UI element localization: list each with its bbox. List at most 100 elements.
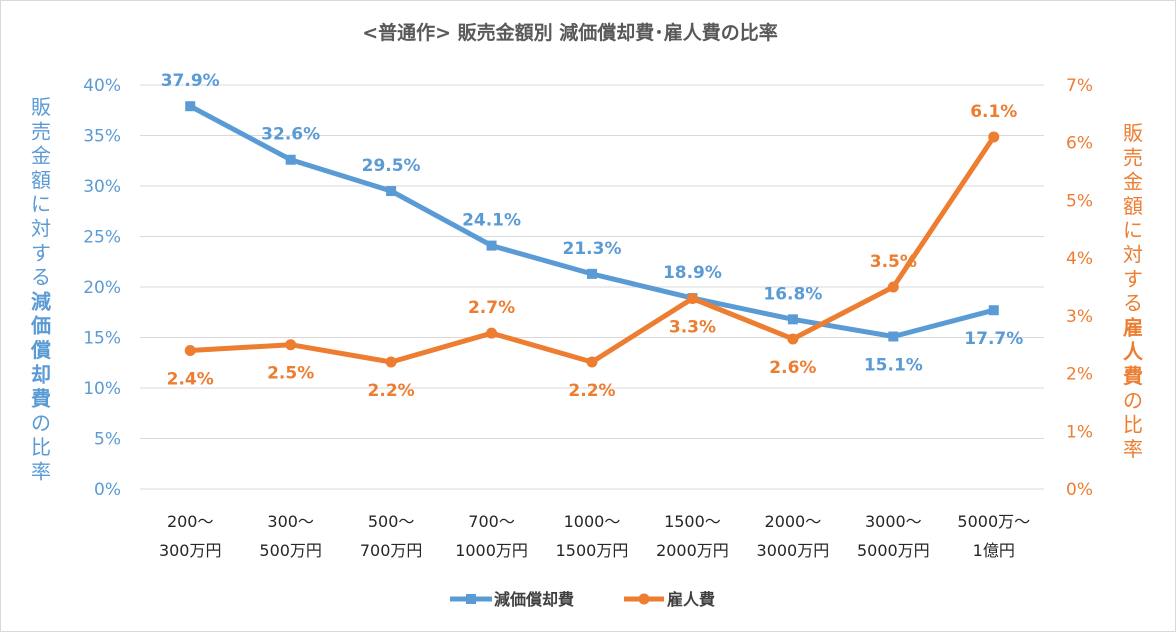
chart-title: <普通作> 販売金額別 減価償却費･雇人費の比率 xyxy=(362,21,778,44)
y-right-tick-label: 0% xyxy=(1066,480,1093,500)
x-category-label: 1000～ xyxy=(564,512,621,531)
data-point-square xyxy=(587,268,597,279)
y-right-ticks: 0% 1% 2% 3% 4% 5% 6% 7% xyxy=(1066,76,1093,500)
axis-title-char: る xyxy=(1123,291,1143,315)
data-label: 24.1% xyxy=(462,211,521,231)
axis-title-char: 金 xyxy=(1123,170,1143,194)
y-left-ticks: 0% 5% 10% 15% 20% 25% 30% 35% 40% xyxy=(83,76,121,500)
x-categories: 200～ 300万円 300～ 500万円 500～ 700万円 700～ 1000万円 100… xyxy=(159,512,1030,560)
axis-title-char: る xyxy=(31,265,51,289)
axis-title-char: 費 xyxy=(1123,364,1143,388)
data-point-square xyxy=(988,305,999,316)
data-point-circle xyxy=(586,356,598,368)
axis-title-char: す xyxy=(1123,267,1143,291)
y-right-tick-label: 5% xyxy=(1066,191,1093,211)
x-category-label: 2000万円 xyxy=(656,541,729,560)
x-category-label: 3000～ xyxy=(865,512,922,531)
legend: 減価償却費 雇人費 xyxy=(450,590,715,609)
axis-title-char: に xyxy=(31,192,51,216)
y-left-tick-label: 30% xyxy=(83,177,121,197)
y-left-tick-label: 35% xyxy=(83,127,121,147)
axis-title-char: 金 xyxy=(31,144,51,168)
x-category-label: 500～ xyxy=(368,512,415,531)
x-category-label: 500万円 xyxy=(259,541,322,560)
x-category-label: 1000万円 xyxy=(455,541,528,560)
data-label: 3.5% xyxy=(870,252,917,272)
data-point-circle xyxy=(184,344,196,356)
legend-label-1: 減価償却費 xyxy=(494,590,574,609)
axis-title-char: 販 xyxy=(1123,121,1143,145)
legend-label-2: 雇人費 xyxy=(667,590,715,609)
legend-marker-square xyxy=(466,594,476,604)
axis-title-char: 売 xyxy=(1123,145,1143,169)
x-category-label: 300万円 xyxy=(159,541,222,560)
y-right-tick-label: 2% xyxy=(1066,365,1093,385)
axis-title-char: 率 xyxy=(31,460,51,484)
axis-title-char: す xyxy=(31,241,51,265)
y-left-tick-label: 5% xyxy=(94,430,121,450)
y-right-tick-label: 4% xyxy=(1066,249,1093,269)
gridlines xyxy=(140,84,1044,490)
x-category-label: 3000万円 xyxy=(757,541,830,560)
x-category-label: 1500万円 xyxy=(556,541,629,560)
x-category-label: 300～ xyxy=(267,512,314,531)
axis-title-char: 比 xyxy=(31,435,51,459)
y-left-tick-label: 15% xyxy=(83,329,121,349)
data-point-circle xyxy=(787,333,799,345)
axis-title-char: の xyxy=(31,411,51,435)
axis-title-char: に xyxy=(1123,218,1143,242)
axis-title-char: 額 xyxy=(1123,194,1143,218)
data-label: 2.2% xyxy=(568,381,615,401)
axis-title-char: 売 xyxy=(31,119,51,143)
data-point-circle xyxy=(988,131,1000,143)
data-label: 32.6% xyxy=(261,125,320,145)
axis-title-char: 償 xyxy=(30,338,52,362)
data-label: 2.7% xyxy=(468,298,515,318)
data-label: 16.8% xyxy=(763,284,822,304)
y-left-tick-label: 0% xyxy=(94,480,121,500)
axis-title-char: 販 xyxy=(31,95,51,119)
data-label: 17.7% xyxy=(964,329,1023,349)
data-point-circle xyxy=(486,327,498,339)
data-point-square xyxy=(486,240,497,251)
data-label: 2.2% xyxy=(368,381,415,401)
y-right-tick-label: 1% xyxy=(1066,422,1093,442)
data-labels: 37.9% 32.6% 29.5% 24.1% 21.3% 18.9% 16.8% 15.1%… xyxy=(161,71,1024,401)
axis-title-text: 販売金額に対する減価償却費の比率 xyxy=(30,95,52,484)
x-category-label: 700万円 xyxy=(360,541,423,560)
y-left-tick-label: 10% xyxy=(83,379,121,399)
axis-title-char: 費 xyxy=(31,387,51,411)
x-category-label: 700～ xyxy=(468,512,515,531)
data-point-circle xyxy=(385,356,397,368)
data-point-square xyxy=(787,314,798,325)
axis-title-char: の xyxy=(1123,388,1143,412)
data-label: 37.9% xyxy=(161,71,220,91)
data-label: 6.1% xyxy=(970,102,1017,122)
axis-title-char: 比 xyxy=(1123,413,1143,437)
data-label: 3.3% xyxy=(669,318,716,338)
axis-title-char: 率 xyxy=(1123,437,1143,461)
axis-title-char: 額 xyxy=(31,168,51,192)
y-right-tick-label: 6% xyxy=(1066,134,1093,154)
x-category-label: 5000万円 xyxy=(857,541,930,560)
y-left-axis-title: 販売金額に対する減価償却費の比率 xyxy=(30,95,52,484)
x-category-label: 2000～ xyxy=(765,512,822,531)
axis-title-char: 対 xyxy=(31,217,51,241)
axis-title-text: 販売金額に対する雇人費の比率 xyxy=(1123,121,1144,461)
y-right-tick-label: 7% xyxy=(1066,76,1093,96)
data-point-circle xyxy=(887,281,899,293)
data-label: 2.6% xyxy=(769,358,816,378)
data-point-circle xyxy=(285,339,297,351)
data-point-square xyxy=(888,331,899,342)
axis-title-char: 人 xyxy=(1123,340,1144,364)
y-right-tick-label: 3% xyxy=(1066,307,1093,327)
axis-title-char: 雇 xyxy=(1123,315,1143,339)
data-label: 21.3% xyxy=(563,239,622,259)
x-category-label: 200～ xyxy=(167,512,214,531)
y-right-axis-title: 販売金額に対する雇人費の比率 xyxy=(1123,121,1144,461)
y-left-tick-label: 20% xyxy=(83,278,121,298)
x-category-label: 1億円 xyxy=(973,541,1015,560)
data-label: 15.1% xyxy=(864,355,923,375)
y-left-tick-label: 25% xyxy=(83,228,121,248)
legend-marker-circle xyxy=(638,593,650,605)
